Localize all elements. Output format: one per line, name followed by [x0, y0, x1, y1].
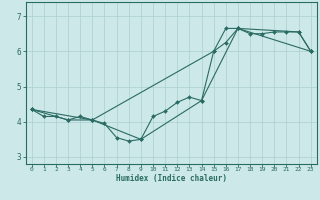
- X-axis label: Humidex (Indice chaleur): Humidex (Indice chaleur): [116, 174, 227, 183]
